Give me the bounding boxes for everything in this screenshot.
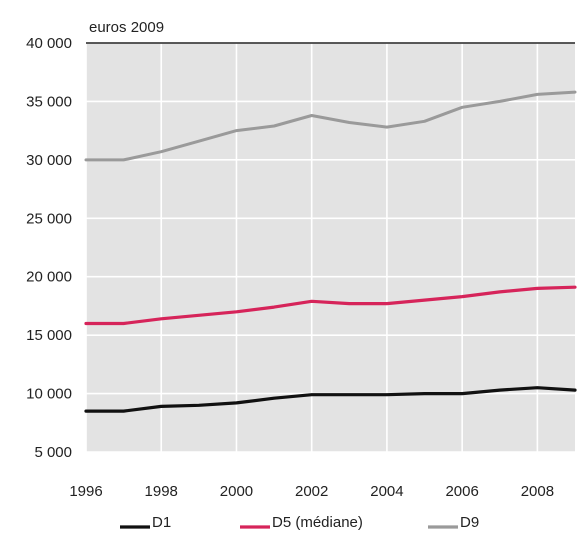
series-line-3 (84, 90, 577, 162)
legend-label-3: D9 (460, 514, 479, 531)
x-tick-label: 1996 (69, 483, 102, 500)
series-line-2 (84, 285, 577, 326)
series-line-1 (84, 386, 577, 413)
x-tick-label: 1998 (145, 483, 178, 500)
y-tick-label: 40 000 (26, 35, 72, 52)
y-unit-label: euros 2009 (89, 19, 164, 36)
y-tick-label: 10 000 (26, 386, 72, 403)
x-tick-label: 2006 (445, 483, 478, 500)
y-tick-label: 5 000 (34, 444, 72, 461)
y-tick-label: 25 000 (26, 210, 72, 227)
y-tick-label: 30 000 (26, 152, 72, 169)
x-tick-label: 2008 (521, 483, 554, 500)
x-tick-label: 2000 (220, 483, 253, 500)
y-tick-label: 20 000 (26, 269, 72, 286)
y-tick-label: 35 000 (26, 93, 72, 110)
legend-label-1: D1 (152, 514, 171, 531)
legend-label-2: D5 (médiane) (272, 514, 363, 531)
x-tick-label: 2004 (370, 483, 403, 500)
plot-area (86, 43, 575, 452)
x-tick-label: 2002 (295, 483, 328, 500)
y-tick-label: 15 000 (26, 327, 72, 344)
